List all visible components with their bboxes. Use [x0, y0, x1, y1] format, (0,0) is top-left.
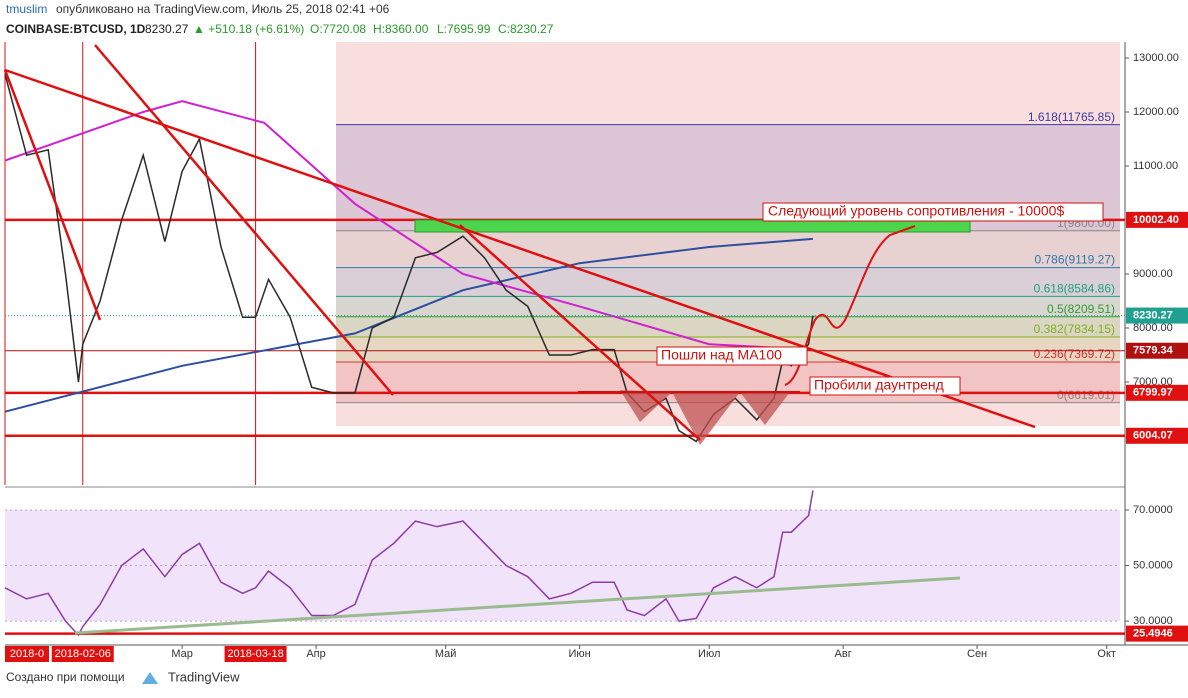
fib-label: 1.618(11765.85) — [1028, 110, 1115, 124]
footer-brand[interactable]: TradingView — [168, 669, 240, 684]
trend-line — [94, 44, 394, 396]
fib-band — [336, 316, 1120, 337]
date-box — [224, 646, 287, 662]
symbol: COINBASE:BTCUSD, 1D — [6, 22, 146, 36]
date-label: 2018-02-06 — [55, 648, 111, 660]
trend-line — [459, 224, 701, 441]
fib-label: 0.382(7834.15) — [1034, 322, 1115, 336]
downtrend-line — [4, 68, 1036, 429]
trendlines — [3, 44, 1036, 441]
level-box — [1126, 211, 1188, 228]
y-tick-label: 9000.00 — [1133, 268, 1173, 280]
footer-text: Создано при помощи — [6, 670, 125, 684]
fib-label: 0(6619.01) — [1057, 388, 1115, 402]
fib-label: 0.236(7369.72) — [1034, 347, 1115, 361]
rsi-trendline — [74, 576, 961, 635]
x-tick-label: Окт — [1097, 648, 1116, 660]
date-box — [5, 646, 49, 662]
fib-band — [336, 230, 1120, 268]
fib-label: 0.786(9119.27) — [1034, 253, 1115, 267]
x-tick-label: Мар — [171, 648, 193, 660]
date-box — [51, 646, 114, 662]
fib-label: 0.618(8584.86) — [1034, 282, 1115, 296]
brand-logo — [142, 672, 158, 684]
resistance-zone — [414, 219, 971, 233]
open: O:7720.08 — [310, 22, 366, 36]
rsi-tick-label: 70.0000 — [1133, 504, 1173, 516]
annotation-box — [762, 202, 1104, 222]
level-box — [1126, 384, 1188, 401]
rsi-tick-label: 50.0000 — [1133, 559, 1173, 571]
level-label: 10002.40 — [1133, 214, 1179, 226]
rsi-level-box — [1126, 625, 1188, 642]
fib-band — [336, 267, 1120, 297]
rsi-tick-label: 30.0000 — [1133, 615, 1173, 627]
last-price-label: 8230.27 — [1133, 309, 1173, 321]
annotation-box — [809, 376, 961, 396]
annotation: Следующий уровень сопротивления - 10000$ — [768, 203, 1064, 219]
fib-label: 0.5(8209.51) — [1047, 302, 1115, 316]
left-shoulder — [620, 390, 672, 422]
rsi-band — [5, 510, 1120, 621]
y-tick-label: 11000.00 — [1133, 160, 1178, 172]
date-label: 2018-03-18 — [227, 648, 283, 660]
level-box — [1126, 342, 1188, 359]
annotation: Пошли над MA100 — [661, 347, 782, 363]
y-tick-label: 12000.00 — [1133, 106, 1179, 118]
level-label: 6799.97 — [1133, 387, 1173, 399]
x-tick-label: Апр — [306, 648, 325, 660]
high: H:8360.00 — [373, 22, 429, 36]
author[interactable]: tmuslim — [6, 2, 47, 16]
close: C:8230.27 — [498, 22, 554, 36]
x-tick-label: Май — [435, 648, 457, 660]
moving-average — [4, 237, 813, 413]
annotation: Пробили даунтренд — [814, 377, 944, 393]
last-price-box — [1126, 307, 1188, 324]
x-tick-label: Июн — [568, 648, 590, 660]
y-tick-label: 8000.00 — [1133, 322, 1173, 334]
head — [672, 392, 740, 445]
low: L:7695.99 — [437, 22, 491, 36]
rsi-level-label: 25.4946 — [1133, 628, 1173, 640]
last: 8230.27 — [145, 22, 189, 36]
trend-line — [3, 69, 102, 321]
x-tick-label: Сен — [967, 648, 987, 660]
published: опубликовано на TradingView.com, Июль 25… — [56, 2, 390, 16]
date-label: 2018-0 — [10, 648, 44, 660]
y-tick-label: 13000.00 — [1133, 52, 1179, 64]
change: ▲ +510.18 (+6.61%) — [193, 22, 304, 36]
x-tick-label: Июл — [698, 648, 720, 660]
right-shoulder — [740, 392, 790, 425]
fib-band — [336, 296, 1120, 317]
level-label: 7579.34 — [1133, 345, 1174, 357]
moving-average — [4, 100, 813, 351]
rsi-line — [4, 490, 814, 637]
x-tick-label: Авг — [835, 648, 852, 660]
annotation-box — [656, 346, 808, 366]
level-box — [1126, 427, 1188, 444]
level-label: 6004.07 — [1133, 430, 1173, 442]
